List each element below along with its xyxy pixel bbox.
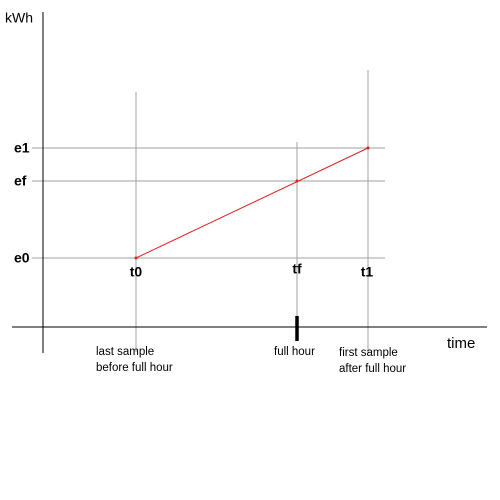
y-axis-label: kWh <box>5 10 33 26</box>
annotation: first sample <box>339 347 398 359</box>
time-label: tf <box>292 261 302 277</box>
point <box>134 256 138 260</box>
level-label: e1 <box>14 140 30 156</box>
interpolation-line <box>135 147 369 259</box>
annotation: full hour <box>274 346 315 358</box>
time-label: t1 <box>361 264 374 280</box>
time-label: t0 <box>130 264 143 280</box>
x-axis-label: time <box>447 335 475 352</box>
point <box>366 146 370 150</box>
annotation: after full hour <box>339 363 406 375</box>
point <box>295 179 299 183</box>
annotation: before full hour <box>96 362 173 374</box>
level-label: ef <box>14 173 27 189</box>
level-label: e0 <box>14 250 30 266</box>
annotation: last sample <box>96 346 154 358</box>
